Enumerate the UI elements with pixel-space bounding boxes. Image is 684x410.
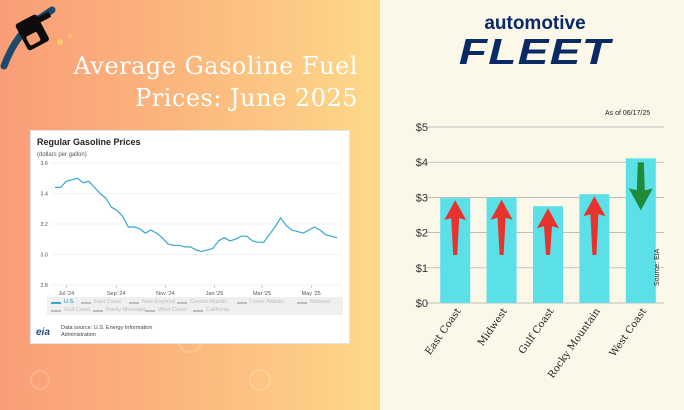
legend-swatch	[177, 302, 187, 304]
legend-swatch	[145, 310, 155, 312]
legend-item[interactable]: Gulf Coast	[64, 307, 90, 313]
source-note: Source: EIA	[654, 248, 661, 286]
y-tick-label: 3.2	[40, 222, 48, 228]
eia-chart-subtitle: (dollars per gallon)	[37, 152, 87, 158]
x-category-label: West Coast	[608, 306, 649, 359]
y-tick-label: $1	[416, 263, 428, 275]
x-tick-label: Nov '24	[156, 291, 174, 297]
y-tick-label: 3.6	[40, 161, 48, 167]
legend-swatch	[51, 302, 61, 304]
brand-top: automotive	[484, 13, 586, 34]
legend-item[interactable]: Central Atlantic	[190, 299, 227, 305]
series-line-us	[55, 177, 338, 253]
headline-line-2: Prices: June 2025	[135, 84, 358, 112]
legend-swatch	[81, 302, 91, 304]
legend-swatch	[237, 302, 247, 304]
legend-swatch	[93, 310, 103, 312]
as-of-note: As of 06/17/25	[605, 110, 651, 117]
headline-line-1: Average Gasoline Fuel	[73, 52, 358, 80]
x-category-label: Gulf Coast	[517, 306, 557, 356]
x-tick-label: Mar '25	[253, 291, 271, 297]
line-chart: 3.6 3.4 3.2 3.0 2.8 Jul '24 Sep '24 Nov '24 Jan …	[40, 161, 341, 297]
bar-chart: $0 $1 $2 $3 $4 $5 East Coast Midwest Gulf CoastR…	[416, 122, 664, 381]
x-tick-label: Jan '25	[206, 291, 224, 297]
trend-up-arrow	[583, 196, 606, 255]
x-tick-label: Sep '24	[107, 291, 125, 297]
trend-up-arrow	[444, 200, 467, 255]
x-tick-label: Jul '24	[58, 291, 74, 297]
trend-up-arrow	[490, 199, 513, 255]
eia-chart-card: Regular Gasoline Prices (dollars per gal…	[30, 130, 350, 344]
y-tick-label: $5	[416, 122, 428, 134]
y-tick-label: 3.4	[40, 192, 48, 198]
legend-item[interactable]: Lower Atlantic	[250, 299, 285, 305]
eia-logo: eia	[36, 327, 50, 338]
trend-up-arrow	[537, 208, 559, 255]
trend-down-arrow	[628, 162, 653, 211]
x-tick-label: May '25	[302, 291, 321, 297]
legend-item[interactable]: East Coast	[94, 299, 121, 305]
legend-item[interactable]: California	[206, 307, 230, 313]
legend-item[interactable]: Midwest	[310, 299, 331, 305]
eia-chart-title: Regular Gasoline Prices	[37, 137, 141, 147]
y-tick-label: 2.8	[40, 283, 48, 289]
y-tick-label: 3.0	[40, 253, 48, 259]
brand-bottom: FLEET	[458, 31, 612, 72]
x-category-label: Rocky Mountain	[546, 306, 603, 381]
left-panel: Average Gasoline Fuel Prices: June 2025 …	[0, 0, 380, 410]
x-category-label: Midwest	[476, 306, 510, 348]
legend-swatch	[51, 310, 61, 312]
legend-swatch	[193, 310, 203, 312]
legend-swatch	[129, 302, 139, 304]
y-tick-label: $4	[416, 157, 428, 169]
y-tick-label: $2	[416, 228, 428, 240]
eia-source: Data source: U.S. Energy Information Adm…	[61, 325, 153, 338]
legend-item[interactable]: Rocky Mountain	[106, 307, 146, 313]
legend-bar: U.S. East Coast New England Central Atlanti…	[47, 297, 343, 315]
legend-item[interactable]: U.S.	[64, 299, 75, 305]
fuel-pump-icon	[0, 6, 72, 70]
y-tick-label: $0	[416, 298, 428, 310]
legend-item[interactable]: New England	[142, 299, 175, 305]
automotive-fleet-logo: automotive FLEET	[430, 14, 640, 70]
legend-swatch	[297, 302, 307, 304]
legend-item[interactable]: West Coast	[158, 307, 187, 313]
x-category-label: East Coast	[423, 306, 463, 357]
headline: Average Gasoline Fuel Prices: June 2025	[48, 50, 358, 114]
y-tick-label: $3	[416, 192, 428, 204]
